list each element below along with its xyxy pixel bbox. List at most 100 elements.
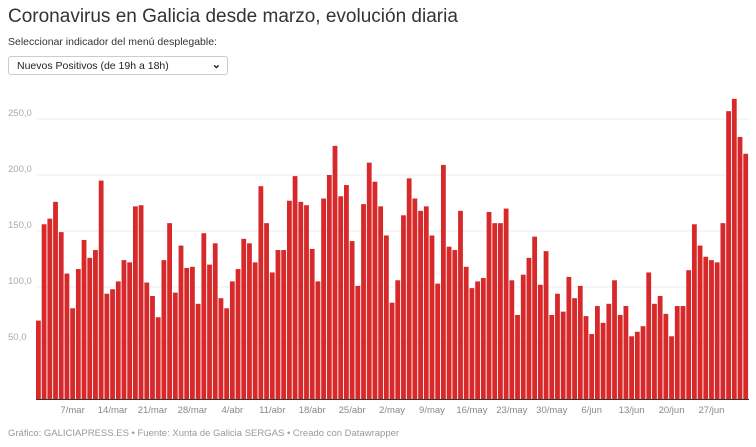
bar bbox=[36, 320, 41, 399]
bar bbox=[640, 326, 646, 399]
bar bbox=[258, 186, 264, 399]
bar bbox=[47, 218, 53, 399]
bar bbox=[178, 245, 184, 399]
bar bbox=[389, 302, 395, 399]
x-tick-label: 13/jun bbox=[619, 405, 645, 416]
bar bbox=[281, 250, 287, 399]
bar bbox=[440, 164, 446, 399]
bar bbox=[132, 206, 138, 399]
bar bbox=[292, 176, 298, 399]
bar bbox=[378, 206, 384, 399]
bar bbox=[703, 256, 709, 399]
bar bbox=[469, 288, 475, 399]
bar bbox=[606, 303, 612, 399]
x-tick-label: 9/may bbox=[419, 405, 445, 416]
indicator-dropdown[interactable]: Nuevos Positivos (de 19h a 18h) ⌄ bbox=[8, 56, 228, 75]
bar bbox=[423, 206, 429, 399]
bar bbox=[155, 317, 161, 399]
bar bbox=[298, 201, 304, 399]
bar bbox=[560, 311, 566, 399]
bar bbox=[247, 243, 252, 399]
bar bbox=[70, 308, 76, 399]
bar bbox=[406, 178, 412, 399]
bar bbox=[195, 303, 201, 399]
bar bbox=[252, 262, 258, 399]
y-tick-label: 250,0 bbox=[8, 108, 32, 119]
y-tick-label: 100,0 bbox=[8, 276, 32, 287]
bar bbox=[480, 278, 486, 399]
bar bbox=[110, 289, 115, 399]
bar bbox=[412, 198, 418, 399]
bar bbox=[372, 181, 378, 399]
x-tick-label: 25/abr bbox=[339, 405, 366, 416]
y-tick-label: 150,0 bbox=[8, 220, 32, 231]
bar bbox=[349, 241, 355, 399]
x-tick-label: 2/may bbox=[379, 405, 405, 416]
bar bbox=[463, 266, 469, 399]
bar bbox=[446, 246, 452, 399]
bar bbox=[321, 198, 327, 399]
x-tick-label: 28/mar bbox=[178, 405, 208, 416]
bar bbox=[115, 281, 121, 399]
bar bbox=[657, 295, 663, 399]
bar bbox=[98, 180, 104, 399]
bar bbox=[526, 257, 532, 399]
bar bbox=[532, 236, 538, 399]
bar bbox=[503, 208, 509, 399]
bar bbox=[138, 205, 144, 399]
bar bbox=[612, 280, 617, 399]
bar bbox=[264, 223, 269, 399]
bar bbox=[218, 298, 224, 399]
bar bbox=[680, 306, 686, 399]
bar bbox=[184, 267, 190, 399]
bar bbox=[127, 262, 133, 399]
x-tick-label: 6/jun bbox=[581, 405, 602, 416]
dropdown-label: Seleccionar indicador del menú desplegab… bbox=[8, 36, 217, 48]
bar bbox=[401, 215, 406, 399]
bar bbox=[121, 260, 127, 399]
chevron-down-icon: ⌄ bbox=[211, 59, 221, 71]
bar bbox=[509, 280, 515, 399]
bar bbox=[691, 224, 697, 399]
bar bbox=[726, 111, 731, 399]
bar bbox=[338, 196, 344, 399]
bar bbox=[361, 204, 366, 399]
bar bbox=[275, 250, 281, 399]
bar bbox=[537, 284, 543, 399]
bar bbox=[555, 293, 560, 399]
bar bbox=[697, 245, 703, 399]
bar bbox=[75, 269, 81, 399]
chart-footer: Gráfico: GALICIAPRESS.ES • Fuente: Xunta… bbox=[8, 428, 400, 439]
bar bbox=[418, 210, 423, 399]
bar bbox=[81, 239, 87, 399]
bar bbox=[594, 306, 600, 399]
bar bbox=[600, 322, 606, 399]
bar bbox=[737, 136, 743, 400]
bar bbox=[172, 292, 178, 399]
chart-title: Coronavirus en Galicia desde marzo, evol… bbox=[8, 6, 458, 27]
bar bbox=[634, 331, 640, 399]
y-tick-label: 50,0 bbox=[8, 332, 27, 343]
bar bbox=[241, 238, 247, 399]
bar bbox=[520, 274, 526, 399]
bar bbox=[269, 272, 275, 399]
bar bbox=[286, 200, 292, 399]
x-tick-label: 20/jun bbox=[659, 405, 685, 416]
bar bbox=[566, 276, 572, 399]
x-tick-label: 23/may bbox=[496, 405, 527, 416]
bar bbox=[714, 262, 720, 399]
bar bbox=[498, 223, 503, 399]
x-tick-label: 4/abr bbox=[222, 405, 244, 416]
bar bbox=[201, 233, 207, 399]
bar bbox=[669, 336, 674, 399]
x-tick-label: 27/jun bbox=[699, 405, 725, 416]
bar bbox=[326, 175, 332, 399]
bar bbox=[458, 210, 463, 399]
bar bbox=[623, 306, 629, 399]
bar bbox=[663, 313, 669, 399]
bar bbox=[332, 145, 338, 399]
bar bbox=[150, 295, 155, 399]
bar bbox=[686, 270, 692, 399]
bar bbox=[315, 281, 321, 399]
